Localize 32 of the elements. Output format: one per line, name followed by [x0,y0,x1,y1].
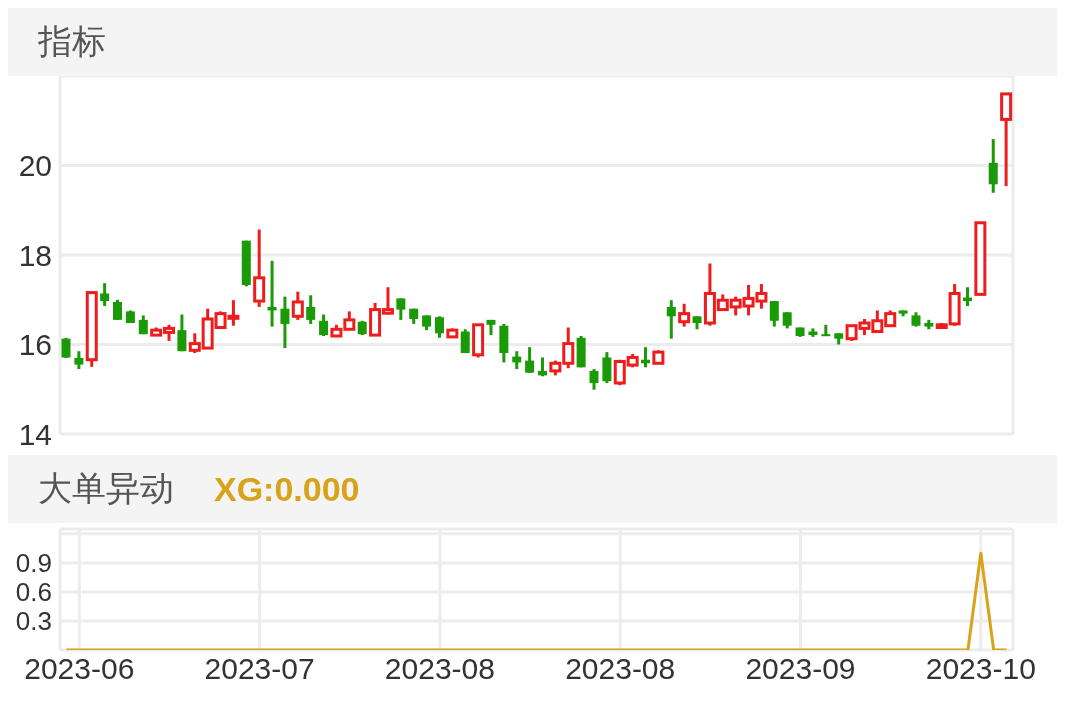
x-tick-label: 2023-08 [384,652,495,686]
candlestick [396,298,406,320]
text: XG:0.000 [214,469,360,509]
y-tick-label: 0.3 [15,606,52,637]
y-tick-label: 14 [18,417,52,451]
y-tick-label: 16 [18,328,52,362]
candlestick [100,283,110,307]
candlestick [666,300,676,339]
y-tick-label: 18 [18,238,52,272]
x-tick-label: 2023-10 [925,652,1036,686]
y-tick-label: 20 [18,149,52,183]
candlestick [113,299,123,320]
x-tick-label: 2023-06 [24,652,135,686]
candlestick [602,352,612,383]
candlestick [434,316,444,338]
chart-title: 大单异动 [38,468,174,509]
y-tick-label: 0.6 [15,577,52,608]
candlestick [538,357,547,377]
candlestick [589,369,599,390]
candlestick [769,301,779,327]
x-tick-label: 2023-08 [565,652,676,686]
x-tick-label: 2023-09 [745,652,856,686]
y-tick-label: 0.9 [15,548,52,579]
candlestick [177,314,187,353]
chart-title: 指标 [38,21,106,62]
candlestick [319,314,329,336]
candlestick [280,296,290,350]
candlestick [306,295,316,324]
x-tick-label: 2023-07 [204,652,315,686]
candlestick [525,347,535,373]
candlestick [988,139,998,193]
candlestick [61,336,71,358]
